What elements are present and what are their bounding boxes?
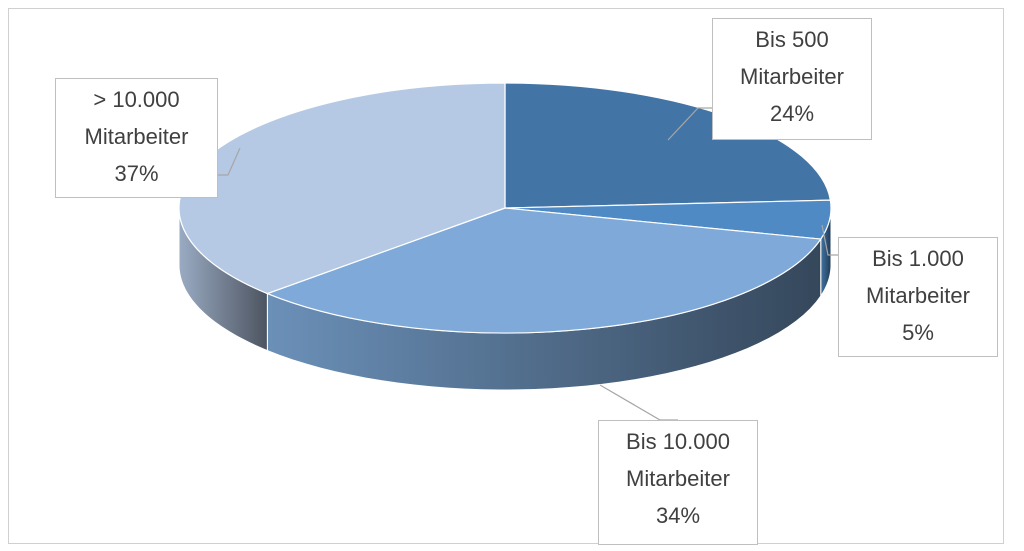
- category-label: Bis 10.000 Mitarbeiter: [626, 429, 730, 491]
- category-label: Bis 1.000 Mitarbeiter: [866, 246, 970, 308]
- leader-line: [821, 224, 838, 256]
- category-label: Bis 500 Mitarbeiter: [740, 27, 844, 89]
- category-label: > 10.000 Mitarbeiter: [84, 87, 189, 149]
- value-label: 34%: [655, 503, 701, 528]
- data-label: Bis 10.000 Mitarbeiter 34%: [598, 420, 758, 545]
- chart-frame: [8, 8, 1004, 544]
- leader-line: [599, 384, 678, 421]
- data-label: > 10.000 Mitarbeiter 37%: [55, 78, 218, 198]
- value-label: 37%: [114, 161, 159, 186]
- data-label: Bis 1.000 Mitarbeiter 5%: [838, 237, 998, 357]
- leader-line: [667, 107, 712, 141]
- value-label: 24%: [769, 101, 815, 126]
- leader-line: [218, 147, 241, 176]
- value-label: 5%: [902, 320, 934, 345]
- slice: [265, 207, 822, 334]
- data-label: Bis 500 Mitarbeiter 24%: [712, 18, 872, 140]
